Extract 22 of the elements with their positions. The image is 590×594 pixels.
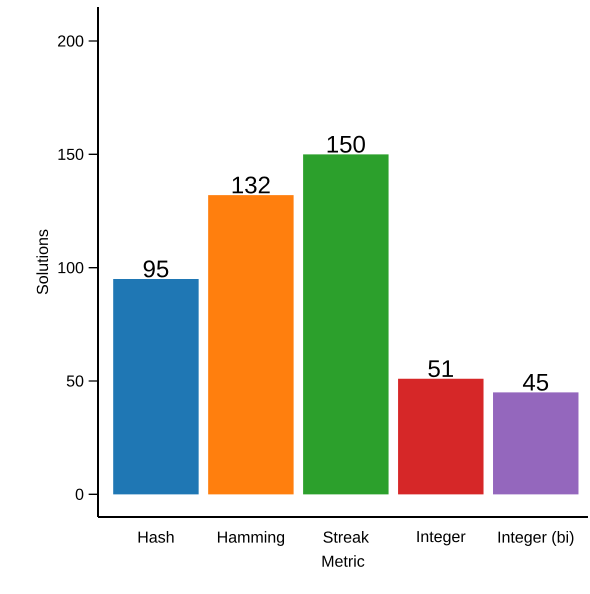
data-label: 132 xyxy=(232,176,270,194)
x-axis-title: Metric xyxy=(322,555,364,567)
data-label: 150 xyxy=(328,136,365,153)
y-tick-label: 50 xyxy=(66,375,84,387)
y-tick-label: 150 xyxy=(58,148,84,160)
bar xyxy=(398,378,484,494)
x-tick-label: Integer xyxy=(417,531,466,546)
x-tick-label: Integer (bi) xyxy=(498,531,574,546)
data-label: 45 xyxy=(522,374,548,391)
y-tick-label: 200 xyxy=(58,35,84,47)
x-tick-label: Hamming xyxy=(218,531,284,546)
bar xyxy=(113,279,199,494)
y-tick-label: 100 xyxy=(58,262,84,274)
bar xyxy=(303,154,389,494)
x-tick-label: Streak xyxy=(323,531,369,543)
y-axis-title: Solutions xyxy=(36,230,48,294)
x-tick-label: Hash xyxy=(138,531,174,543)
bar xyxy=(493,392,578,494)
data-label: 95 xyxy=(144,260,168,278)
data-label: 51 xyxy=(428,360,453,378)
bar xyxy=(208,195,294,494)
y-tick-label: 0 xyxy=(76,488,84,500)
